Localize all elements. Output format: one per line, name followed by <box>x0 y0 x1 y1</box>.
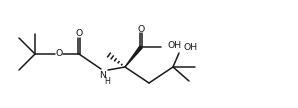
Text: N: N <box>100 71 106 79</box>
Text: OH: OH <box>167 41 181 51</box>
Text: O: O <box>55 48 63 57</box>
Text: OH: OH <box>183 44 197 52</box>
Text: O: O <box>75 29 83 38</box>
Text: O: O <box>137 25 145 33</box>
Polygon shape <box>125 46 142 67</box>
Text: H: H <box>104 76 110 86</box>
